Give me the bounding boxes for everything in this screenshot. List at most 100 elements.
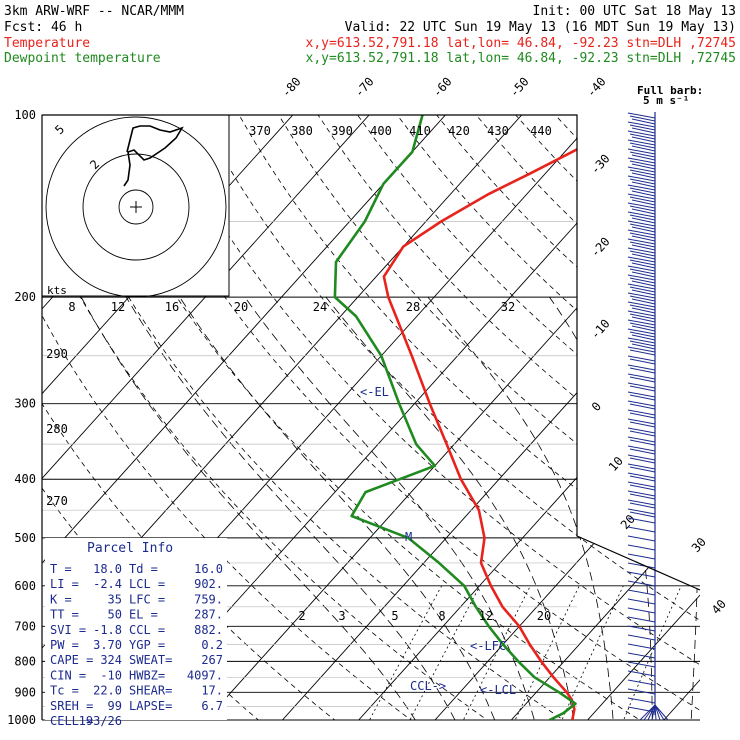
moist-adiabat-line [427,296,615,720]
wind-barb [629,259,656,266]
parcel-info-value: 6.7 [201,699,223,713]
parcel-info-value: 22.0 [93,684,122,698]
wind-barb [629,187,656,194]
parcel-info-value: -1.8 [93,623,122,637]
wind-barb [627,427,656,434]
isotherm-label: 30 [689,535,709,555]
wind-barb [627,283,656,290]
parcel-info-value: 193/26 [79,714,122,728]
parcel-info-value: 4097. [187,668,223,682]
wind-barb [627,661,656,668]
isotherm-label: 10 [606,454,626,474]
wind-barb [627,436,656,443]
hodograph-ring [82,153,190,261]
pressure-tick-label: 600 [14,579,36,593]
wind-barb [627,130,656,137]
wind-barb [627,490,656,497]
isotherm-line [434,115,700,720]
parcel-info-value: SWEAT= [129,653,172,667]
mixing-ratio-label: 3 [338,609,345,623]
wind-barb [629,358,656,365]
isotherm-label: 20 [618,512,638,532]
parcel-info-value: 0.2 [201,638,223,652]
wind-barb [627,409,656,416]
theta-label: 440 [530,124,552,138]
pressure-tick-label: 100 [14,108,36,122]
model-title: 3km ARW-WRF -- NCAR/MMM [4,4,184,19]
wind-barb [627,337,656,344]
pressure-tick-label: 900 [14,685,36,699]
wind-barb [629,223,656,230]
parcel-info-box [45,538,227,720]
wind-barb [627,625,656,632]
isotherm-line [42,115,446,720]
wind-barb [629,340,656,347]
wind-barb [654,704,669,721]
wind-barb [629,367,656,374]
parcel-info-value: 287. [194,608,223,622]
wind-barb [629,322,656,329]
dewpoint-profile [333,115,577,720]
dry-adiabat-line [42,115,584,720]
wind-barb [627,265,656,272]
parcel-marker-label: CCL-> [410,679,446,693]
wind-barb [627,697,656,704]
dry-adiabat-line [396,115,700,720]
hodograph-speed-label: 8 [68,300,75,314]
wind-barb [629,349,656,356]
wind-barb [627,256,656,263]
wind-barb [627,688,656,695]
parcel-info-value: SHEAR= [129,684,172,698]
legend-temperature-location: x,y=613.52,791.18 lat,lon= 46.84, -92.23… [306,36,736,51]
wind-barbs [627,112,669,721]
parcel-info-value: CELL = [50,714,93,728]
mixing-ratio-label: 12 [479,609,493,623]
wind-barb [627,301,656,308]
isotherm-label: -70 [352,75,377,100]
wind-barb [631,334,656,341]
wind-barb [627,193,656,200]
wind-barb [629,277,656,284]
mixing-ratio-label: 8 [438,609,445,623]
wind-barb [627,139,656,146]
isotherm-line [358,115,700,720]
isotherm-line [663,115,700,720]
parcel-info-value: 35 [108,592,122,606]
theta-label: 420 [448,124,470,138]
dry-adiabat-line [475,115,700,720]
mixing-ratio-line [362,585,443,720]
parcel-info-value: PW = [50,638,79,652]
dry-adiabat-line [80,115,661,720]
wind-barb [629,295,656,302]
mixing-ratio-label: 5 [391,609,398,623]
wind-barb [629,421,656,428]
dry-adiabat-line [42,115,429,720]
wind-barb [631,226,656,233]
dry-adiabat-line [317,115,700,720]
wind-barb [631,343,656,350]
parcel-info-value: 324 [100,653,122,667]
wind-barb [631,325,656,332]
moist-adiabat-line [549,296,653,720]
wind-barb [629,241,656,248]
moist-adiabat-line [125,296,462,720]
wind-barb [627,382,656,389]
parcel-info-value: CIN = [50,668,86,682]
wind-barb [643,704,656,721]
parcel-info-value: SREH = [50,699,93,713]
wind-barb [631,307,656,314]
wind-barb [629,331,656,338]
wind-barb [627,238,656,245]
wind-barb [627,175,656,182]
wind-barb [627,220,656,227]
wind-barb [631,199,656,206]
hodograph-ring [118,189,154,225]
isotherm-line [510,115,700,720]
theta-label: 410 [409,124,431,138]
wind-barb [629,232,656,239]
wind-barb [631,190,656,197]
wind-barb [627,229,656,236]
mixing-ratio-label: 2 [298,609,305,623]
pressure-tick-label: 400 [14,472,36,486]
wind-barb [627,526,656,533]
